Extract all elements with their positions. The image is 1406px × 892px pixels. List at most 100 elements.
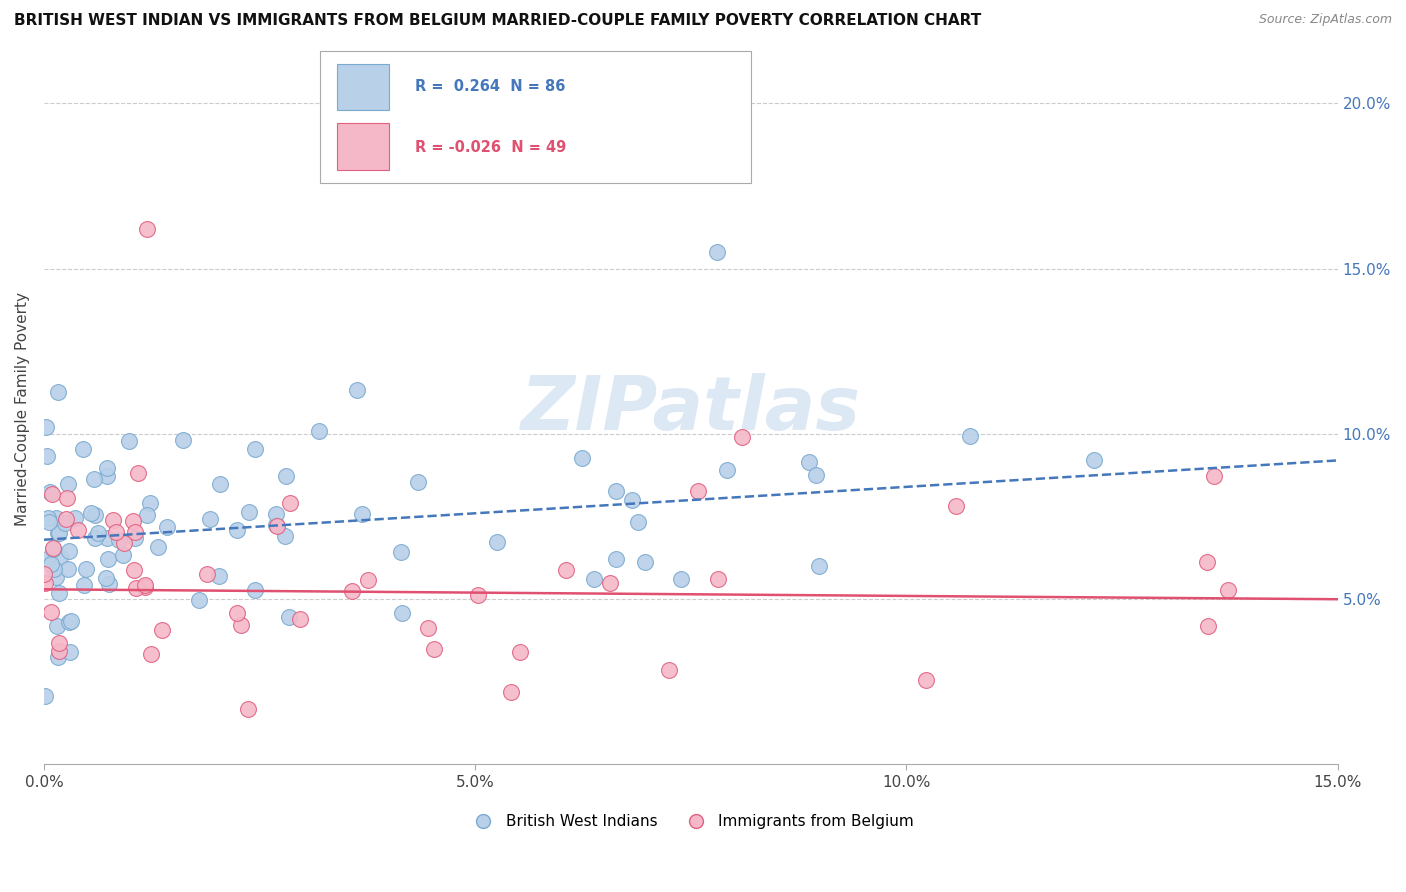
Point xyxy=(45,570,67,584)
Point xyxy=(914,673,936,687)
Point xyxy=(226,523,249,537)
Point xyxy=(308,424,330,438)
Point xyxy=(208,568,231,582)
Text: BRITISH WEST INDIAN VS IMMIGRANTS FROM BELGIUM MARRIED-COUPLE FAMILY POVERTY COR: BRITISH WEST INDIAN VS IMMIGRANTS FROM B… xyxy=(14,13,981,29)
Point xyxy=(198,512,221,526)
Point xyxy=(274,469,297,483)
Point xyxy=(634,555,657,569)
Point xyxy=(124,525,146,540)
Point xyxy=(266,518,288,533)
Point xyxy=(501,685,523,699)
Point xyxy=(56,562,79,576)
Point xyxy=(627,516,650,530)
Point xyxy=(125,582,148,596)
Point xyxy=(346,383,368,397)
Point xyxy=(48,586,70,600)
Point xyxy=(582,572,605,586)
Point xyxy=(35,420,58,434)
Point xyxy=(48,526,70,541)
Point xyxy=(150,623,173,637)
Point xyxy=(243,442,266,456)
Point xyxy=(83,531,105,545)
Point xyxy=(706,572,728,586)
Point xyxy=(278,496,301,510)
Point xyxy=(118,434,141,449)
Point xyxy=(686,484,709,499)
Point xyxy=(56,476,79,491)
Point xyxy=(97,552,120,566)
Point xyxy=(80,506,103,520)
Point xyxy=(34,576,56,591)
Point xyxy=(945,499,967,513)
Point xyxy=(658,663,681,677)
Point xyxy=(84,508,107,523)
Point xyxy=(599,575,621,590)
Point xyxy=(226,606,249,620)
Point xyxy=(96,531,118,545)
Point xyxy=(731,430,754,444)
Point xyxy=(53,516,76,530)
Point xyxy=(340,584,363,599)
Point xyxy=(96,469,118,483)
Point xyxy=(486,535,509,549)
Bar xyxy=(337,123,389,169)
Point xyxy=(555,563,578,577)
Point xyxy=(141,647,163,661)
Point xyxy=(1216,582,1239,597)
Text: R = -0.026  N = 49: R = -0.026 N = 49 xyxy=(415,139,567,154)
Point xyxy=(1197,618,1219,632)
Point xyxy=(238,505,260,519)
Point xyxy=(391,607,413,621)
Point xyxy=(37,552,59,566)
Point xyxy=(87,525,110,540)
Point xyxy=(243,582,266,597)
Text: R =  0.264  N = 86: R = 0.264 N = 86 xyxy=(415,78,565,94)
Point xyxy=(41,605,63,619)
Point xyxy=(136,222,159,236)
Point xyxy=(59,645,82,659)
Text: ZIPatlas: ZIPatlas xyxy=(520,373,860,446)
Point xyxy=(231,617,253,632)
Point xyxy=(605,484,627,499)
Point xyxy=(959,429,981,443)
Point xyxy=(48,643,70,657)
Point xyxy=(422,641,444,656)
Point xyxy=(127,467,149,481)
Point xyxy=(108,533,131,547)
Point xyxy=(406,475,429,489)
Point xyxy=(39,558,62,572)
Point xyxy=(509,645,531,659)
Point xyxy=(46,526,69,541)
Point xyxy=(389,544,412,558)
Point xyxy=(105,525,128,540)
Point xyxy=(706,245,728,260)
Point xyxy=(124,563,146,577)
Point xyxy=(101,513,124,527)
Point xyxy=(45,619,67,633)
Point xyxy=(669,572,692,586)
Point xyxy=(58,544,80,558)
Point xyxy=(274,529,297,543)
Point xyxy=(39,485,62,500)
Point xyxy=(96,461,118,475)
Point xyxy=(146,540,169,554)
Point xyxy=(188,592,211,607)
Point xyxy=(172,433,194,447)
FancyBboxPatch shape xyxy=(321,51,751,183)
Point xyxy=(278,610,301,624)
Point xyxy=(356,573,378,587)
Point xyxy=(46,385,69,400)
Point xyxy=(1197,555,1219,569)
Point xyxy=(73,578,96,592)
Point xyxy=(605,552,627,566)
Point xyxy=(34,567,56,582)
Point xyxy=(83,472,105,486)
Point xyxy=(35,449,58,463)
Point xyxy=(807,558,830,573)
Point xyxy=(195,566,218,581)
Point xyxy=(1083,453,1105,467)
Point xyxy=(571,451,593,466)
Point xyxy=(44,562,66,576)
Point xyxy=(1204,469,1226,483)
Point xyxy=(134,580,156,594)
